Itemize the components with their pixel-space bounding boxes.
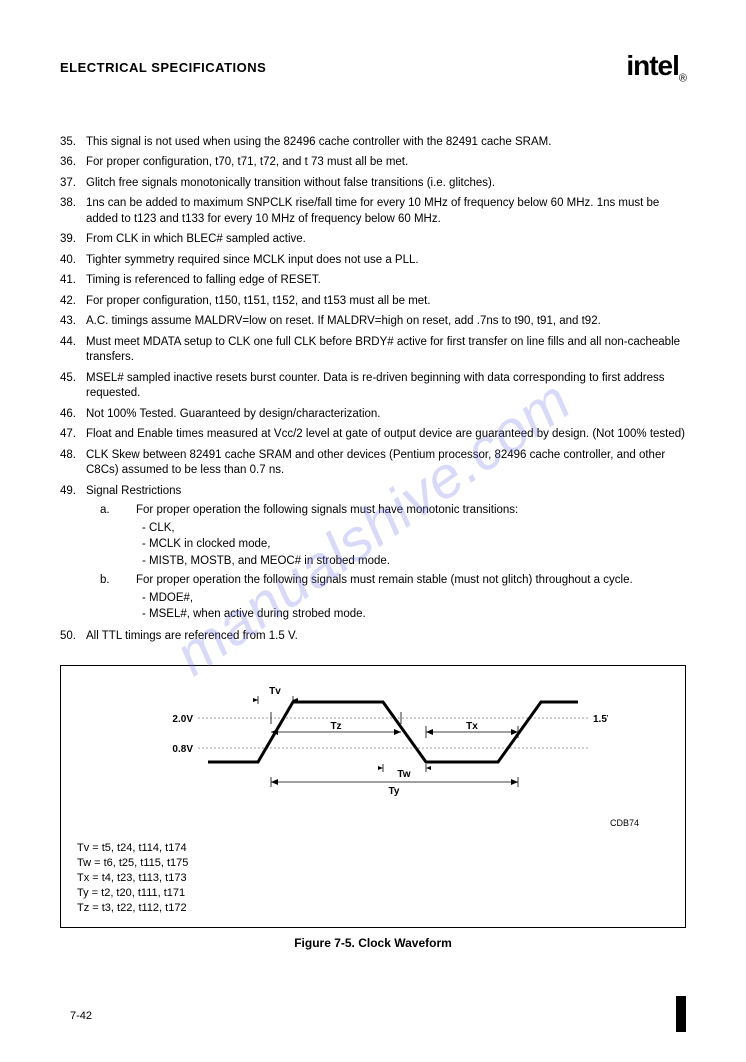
logo-registered: ®	[679, 73, 686, 85]
bullet-item: - MISTB, MOSTB, and MEOC# in strobed mod…	[142, 554, 686, 570]
logo-text: intel	[626, 50, 679, 81]
svg-text:Tx: Tx	[466, 721, 478, 732]
timing-line: Tx = t4, t23, t113, t173	[77, 872, 669, 884]
svg-text:Ty: Ty	[389, 786, 400, 797]
note-text: All TTL timings are referenced from 1.5 …	[86, 629, 686, 645]
note-text: This signal is not used when using the 8…	[86, 135, 686, 151]
figure-code: CDB74	[77, 818, 639, 828]
svg-text:2.0V: 2.0V	[172, 714, 193, 725]
note-item: 37.Glitch free signals monotonically tra…	[60, 176, 686, 192]
note-num: 38.	[60, 196, 86, 227]
note-num: 36.	[60, 155, 86, 171]
sub-letter: a.	[86, 503, 136, 519]
note-num: 44.	[60, 335, 86, 366]
note-num: 47.	[60, 427, 86, 443]
corner-bar-icon	[676, 996, 686, 1032]
note-num: 35.	[60, 135, 86, 151]
note-num: 41.	[60, 273, 86, 289]
note-num: 42.	[60, 294, 86, 310]
note-num: 39.	[60, 232, 86, 248]
note-num: 50.	[60, 629, 86, 645]
figure-caption: Figure 7-5. Clock Waveform	[60, 936, 686, 950]
note-item: 48.CLK Skew between 82491 cache SRAM and…	[60, 448, 686, 479]
note-text: 1ns can be added to maximum SNPCLK rise/…	[86, 196, 686, 227]
timing-line: Tw = t6, t25, t115, t175	[77, 857, 669, 869]
sub-body: For proper operation the following signa…	[136, 503, 686, 519]
note-text: MSEL# sampled inactive resets burst coun…	[86, 371, 686, 402]
svg-text:1.5V: 1.5V	[593, 714, 608, 725]
note-text: Must meet MDATA setup to CLK one full CL…	[86, 335, 686, 366]
note-item: 49. Signal Restrictions a. For proper op…	[60, 484, 686, 624]
bullet-item: - MCLK in clocked mode,	[142, 537, 686, 553]
bullet-item: - MSEL#, when active during strobed mode…	[142, 607, 686, 623]
svg-text:Tv: Tv	[269, 686, 281, 697]
note-text: CLK Skew between 82491 cache SRAM and ot…	[86, 448, 686, 479]
timing-line: Tz = t3, t22, t112, t172	[77, 902, 669, 914]
timing-line: Tv = t5, t24, t114, t174	[77, 842, 669, 854]
note-item: 39.From CLK in which BLEC# sampled activ…	[60, 232, 686, 248]
note-text: Signal Restrictions a. For proper operat…	[86, 484, 686, 624]
bullet-item: - CLK,	[142, 521, 686, 537]
note-item: 40.Tighter symmetry required since MCLK …	[60, 253, 686, 269]
note-text: For proper configuration, t70, t71, t72,…	[86, 155, 686, 171]
sub-item-b: b. For proper operation the following si…	[86, 573, 686, 589]
note-num: 40.	[60, 253, 86, 269]
note-item: 45.MSEL# sampled inactive resets burst c…	[60, 371, 686, 402]
note-item: 46.Not 100% Tested. Guaranteed by design…	[60, 407, 686, 423]
note-item: 43.A.C. timings assume MALDRV=low on res…	[60, 314, 686, 330]
note-text: Glitch free signals monotonically transi…	[86, 176, 686, 192]
note-text: Tighter symmetry required since MCLK inp…	[86, 253, 686, 269]
bullet-item: - MDOE#,	[142, 591, 686, 607]
note-49-title: Signal Restrictions	[86, 485, 181, 497]
svg-text:0.8V: 0.8V	[172, 744, 193, 755]
note-item: 36.For proper configuration, t70, t71, t…	[60, 155, 686, 171]
note-item: 41.Timing is referenced to falling edge …	[60, 273, 686, 289]
note-num: 43.	[60, 314, 86, 330]
page-header: ELECTRICAL SPECIFICATIONS intel®	[60, 50, 686, 85]
section-title: ELECTRICAL SPECIFICATIONS	[60, 60, 266, 75]
page-number: 7-42	[70, 1010, 686, 1022]
note-text: From CLK in which BLEC# sampled active.	[86, 232, 686, 248]
intel-logo: intel®	[626, 50, 686, 85]
note-item: 50.All TTL timings are referenced from 1…	[60, 629, 686, 645]
note-text: For proper configuration, t150, t151, t1…	[86, 294, 686, 310]
timing-line: Ty = t2, t20, t111, t171	[77, 887, 669, 899]
note-text: Timing is referenced to falling edge of …	[86, 273, 686, 289]
note-num: 49.	[60, 484, 86, 624]
bullet-list-a: - CLK, - MCLK in clocked mode, - MISTB, …	[86, 521, 686, 570]
sub-body: For proper operation the following signa…	[136, 573, 686, 589]
note-num: 37.	[60, 176, 86, 192]
note-item: 47.Float and Enable times measured at Vc…	[60, 427, 686, 443]
note-item: 44.Must meet MDATA setup to CLK one full…	[60, 335, 686, 366]
svg-text:Tw: Tw	[397, 769, 410, 780]
sub-letter: b.	[86, 573, 136, 589]
note-num: 48.	[60, 448, 86, 479]
clock-waveform-diagram: 2.0V 0.8V 1.5V Tv Tz Tx	[138, 682, 608, 812]
note-text: A.C. timings assume MALDRV=low on reset.…	[86, 314, 686, 330]
figure-box: 2.0V 0.8V 1.5V Tv Tz Tx	[60, 665, 686, 928]
notes-list: 35.This signal is not used when using th…	[60, 135, 686, 645]
svg-text:Tz: Tz	[330, 721, 341, 732]
bullet-list-b: - MDOE#, - MSEL#, when active during str…	[86, 591, 686, 623]
note-item: 42.For proper configuration, t150, t151,…	[60, 294, 686, 310]
note-num: 46.	[60, 407, 86, 423]
note-item: 35.This signal is not used when using th…	[60, 135, 686, 151]
note-num: 45.	[60, 371, 86, 402]
timing-list: Tv = t5, t24, t114, t174 Tw = t6, t25, t…	[77, 842, 669, 914]
note-item: 38.1ns can be added to maximum SNPCLK ri…	[60, 196, 686, 227]
sub-item-a: a. For proper operation the following si…	[86, 503, 686, 519]
note-text: Float and Enable times measured at Vcc/2…	[86, 427, 686, 443]
note-text: Not 100% Tested. Guaranteed by design/ch…	[86, 407, 686, 423]
